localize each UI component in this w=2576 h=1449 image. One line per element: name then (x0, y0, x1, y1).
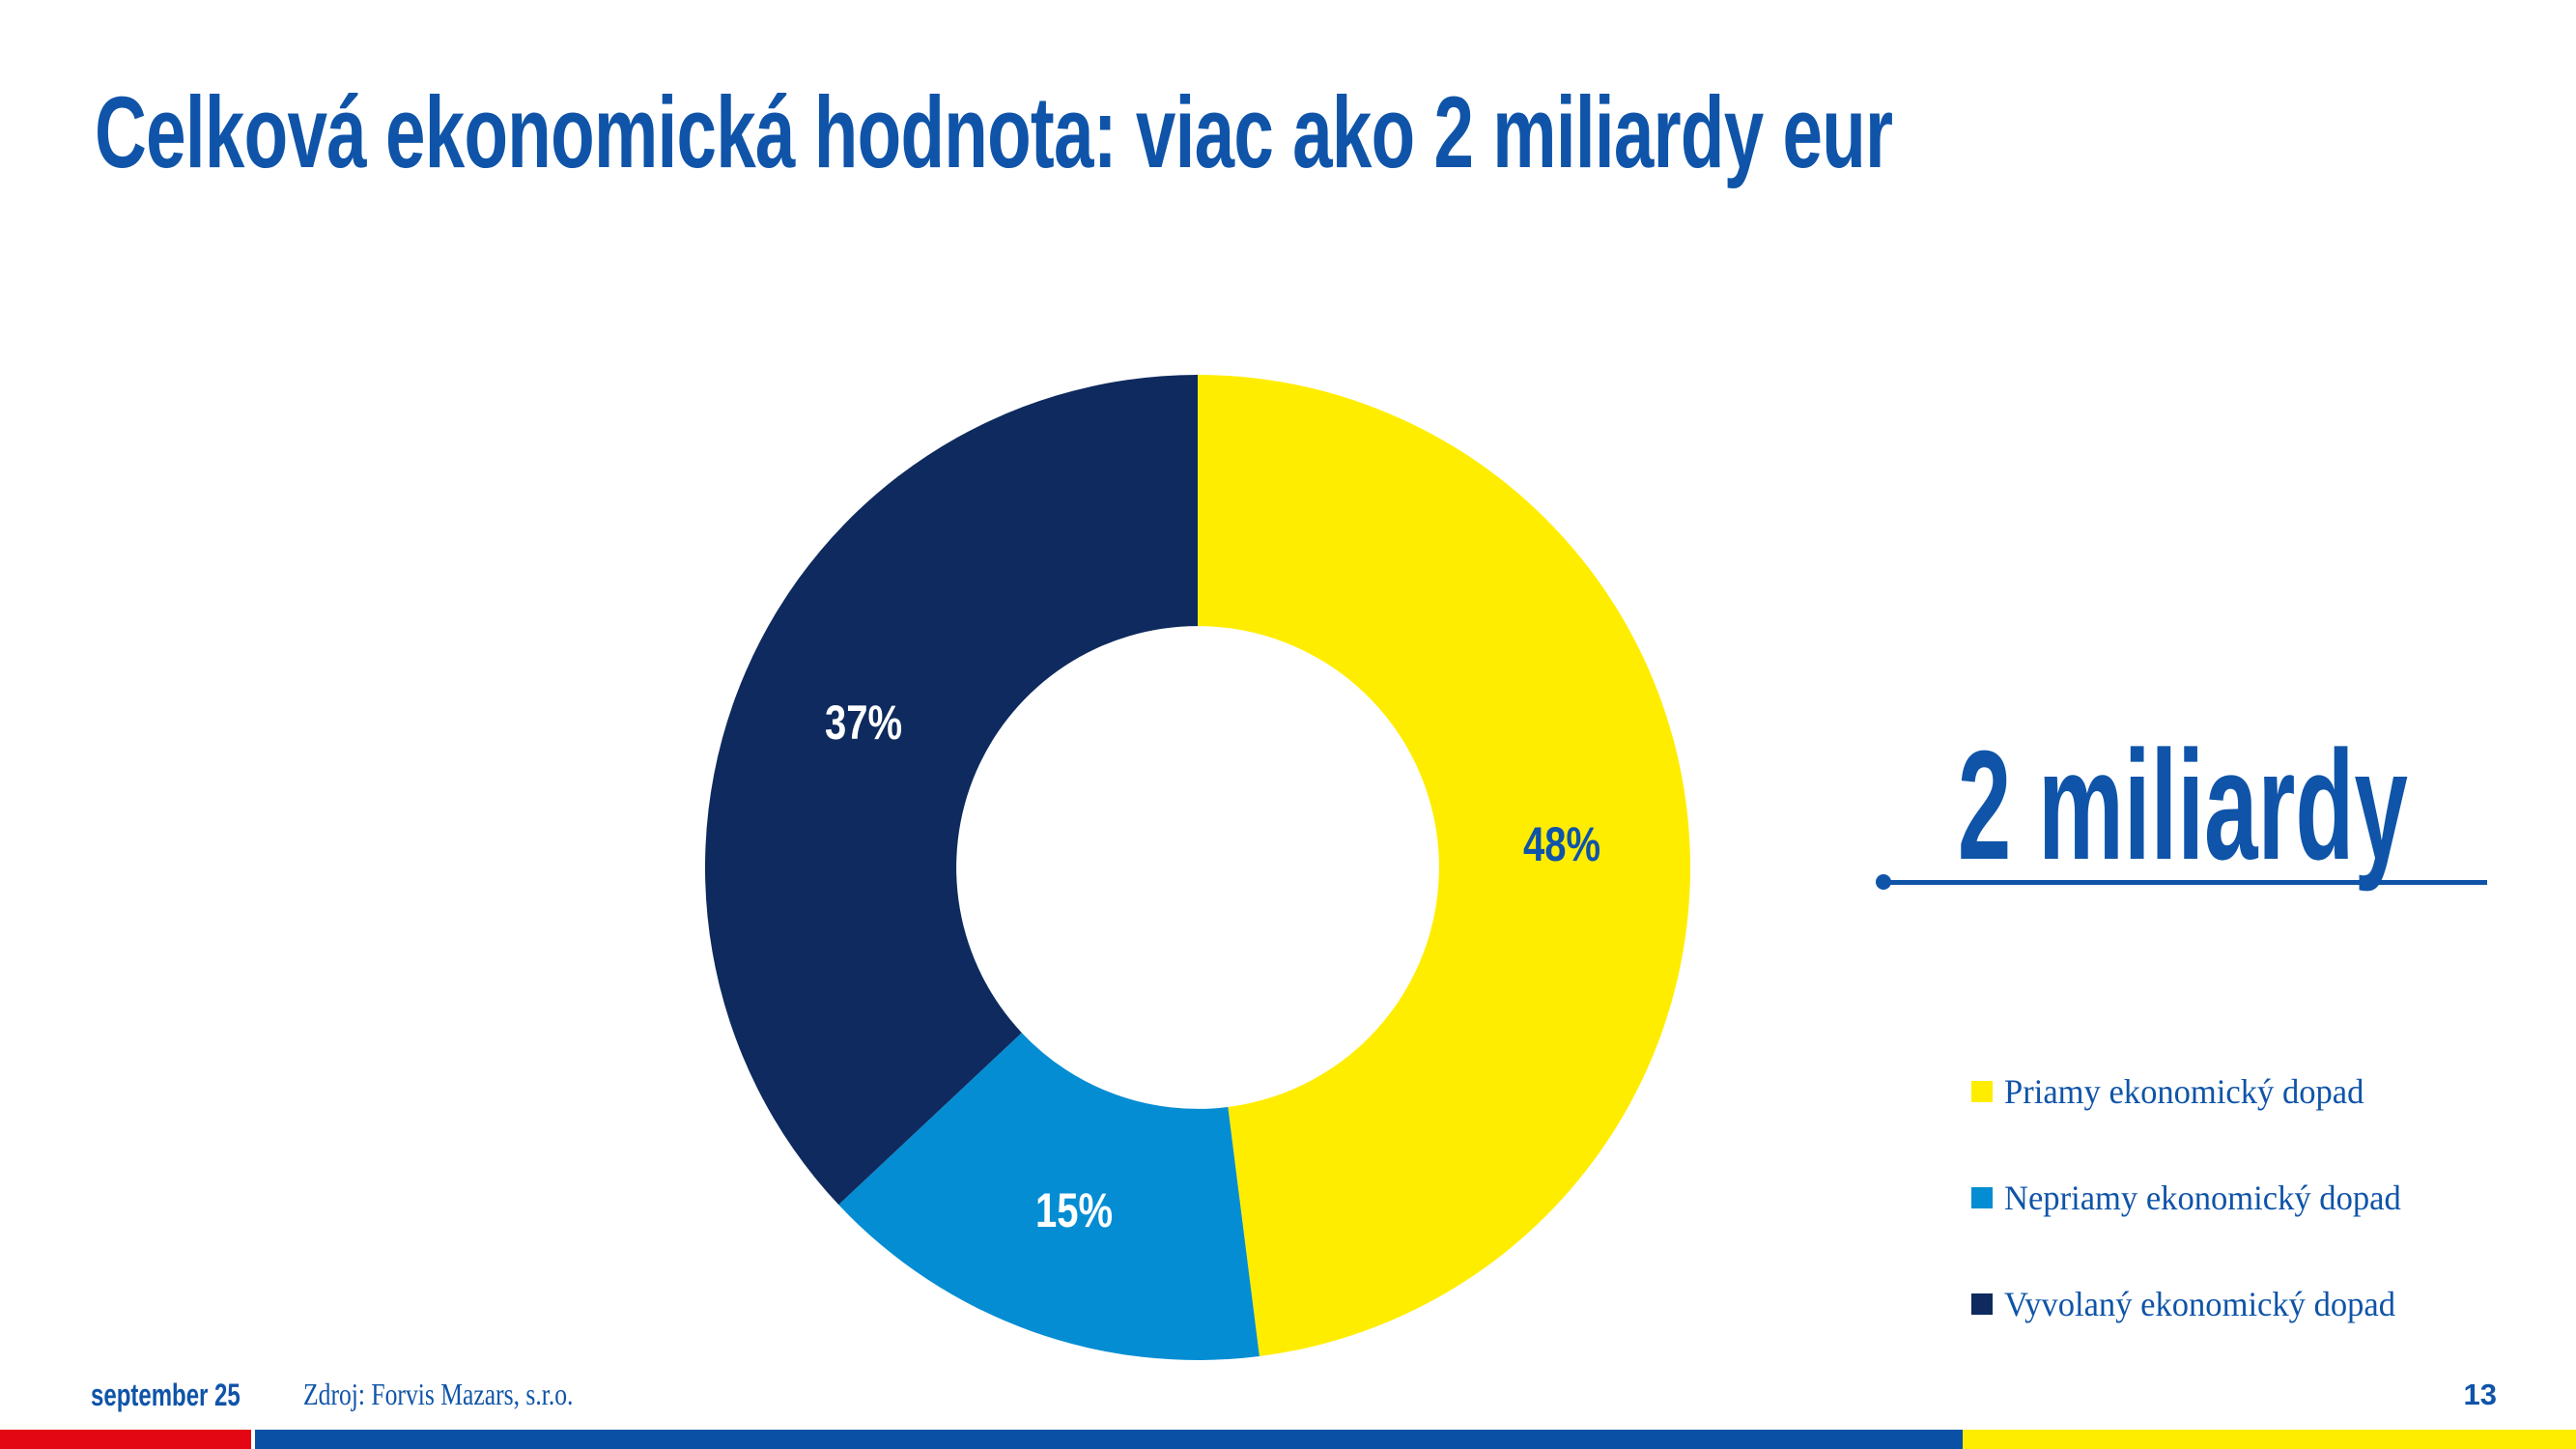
chart-legend: Priamy ekonomický dopad Nepriamy ekonomic… (1971, 1074, 2418, 1393)
legend-label: Nepriamy ekonomický dopad (2004, 1179, 2401, 1217)
brand-bar (0, 1430, 2576, 1449)
slide-title: Celková ekonomická hodnota: viac ako 2 m… (95, 76, 1893, 189)
legend-swatch-vyvolany-ekonomicky-dopad (1971, 1293, 1993, 1315)
donut-slice-priamy-ekonomicky-dopad (1198, 375, 1690, 1356)
legend-item-priamy-ekonomicky-dopad: Priamy ekonomický dopad (1971, 1074, 2418, 1109)
slice-value-label-nepriamy-ekonomicky-dopad: 15% (1035, 1183, 1114, 1238)
underline-rule (1879, 880, 2487, 885)
legend-item-nepriamy-ekonomicky-dopad: Nepriamy ekonomický dopad (1971, 1180, 2418, 1215)
brand-bar-yellow-segment (1963, 1430, 2576, 1449)
slice-value-label-vyvolany-ekonomicky-dopad: 37% (824, 696, 902, 751)
slice-value-label-priamy-ekonomicky-dopad: 48% (1522, 817, 1600, 872)
donut-chart (705, 375, 1690, 1360)
brand-bar-blue-segment (255, 1430, 1963, 1449)
footer-date: september 25 (91, 1378, 241, 1412)
legend-item-vyvolany-ekonomicky-dopad: Vyvolaný ekonomický dopad (1971, 1287, 2418, 1321)
page-number: 13 (2463, 1378, 2497, 1411)
donut-slice-vyvolany-ekonomicky-dopad (705, 375, 1198, 1206)
legend-label: Vyvolaný ekonomický dopad (2004, 1285, 2396, 1323)
highlight-value: 2 miliardy (1879, 726, 2487, 886)
footer-source: Zdroj: Forvis Mazars, s.r.o. (303, 1377, 574, 1411)
legend-swatch-nepriamy-ekonomicky-dopad (1971, 1187, 1993, 1208)
legend-swatch-priamy-ekonomicky-dopad (1971, 1081, 1993, 1102)
legend-label: Priamy ekonomický dopad (2004, 1072, 2364, 1111)
brand-bar-red-segment (0, 1430, 251, 1449)
highlight-value-text: 2 miliardy (1957, 719, 2409, 893)
donut-slice-nepriamy-ekonomicky-dopad (838, 1033, 1260, 1360)
